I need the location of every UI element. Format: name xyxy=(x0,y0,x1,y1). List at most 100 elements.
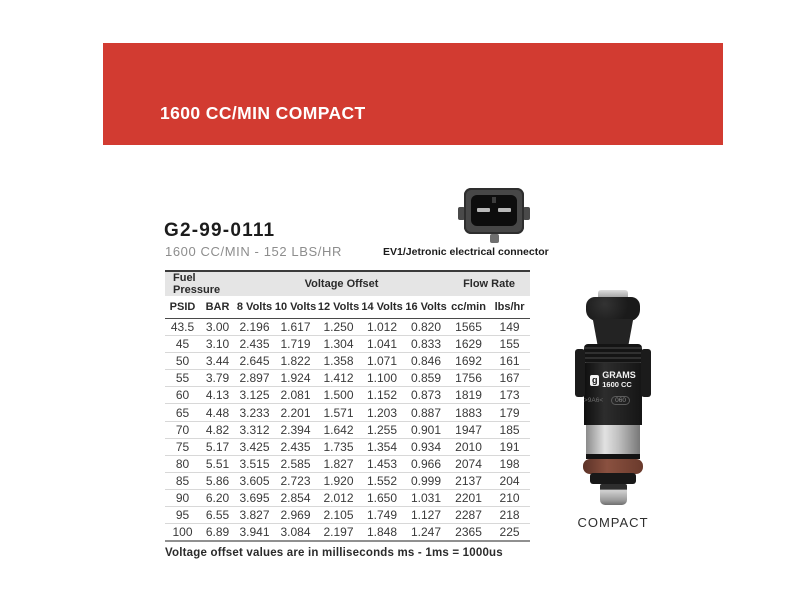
table-row: 75 5.17 3.425 2.435 1.735 1.354 0.934 2010 191 xyxy=(165,437,531,456)
table-cell: 5.86 xyxy=(200,471,236,490)
injector-cap xyxy=(586,297,640,321)
table-row: 100 6.89 3.941 3.084 2.197 1.848 1.247 2365 225 xyxy=(165,523,531,542)
table-cell: 3.605 xyxy=(235,471,275,490)
column-header-cell: BAR xyxy=(200,296,236,319)
table-cell: 3.312 xyxy=(235,420,275,439)
table-cell: 1.822 xyxy=(274,352,318,370)
table-cell: 1.127 xyxy=(404,506,449,524)
table-cell: 2201 xyxy=(448,488,490,507)
flow-subtitle: 1600 CC/MIN - 152 LBS/HR xyxy=(165,244,342,259)
injector-inlet xyxy=(598,290,628,298)
table-cell: 1.041 xyxy=(360,335,405,353)
table-cell: 3.233 xyxy=(235,403,275,422)
table-cell: 1.152 xyxy=(360,386,405,404)
column-header-cell: 8 Volts xyxy=(235,296,275,319)
table-cell: 6.55 xyxy=(200,506,236,524)
table-cell: 80 xyxy=(165,454,200,473)
table-cell: 2.897 xyxy=(235,369,275,387)
table-cell: 1565 xyxy=(455,320,482,335)
table-cell: 1.571 xyxy=(317,403,361,422)
injector-brand-line: GRAMS xyxy=(602,370,636,380)
table-cell: 2074 xyxy=(448,454,490,473)
group-header-cell: Fuel Pressure xyxy=(165,271,236,296)
table-cell: 155 xyxy=(489,335,531,353)
injector-oring xyxy=(583,459,643,474)
spec-table-column-row: PSID BAR 8 Volts 10 Volts 12 Volts 14 Volts 16… xyxy=(165,296,531,319)
table-row: 85 5.86 3.605 2.723 1.920 1.552 0.999 2137 204 xyxy=(165,471,531,490)
group-header-cell: Voltage Offset xyxy=(235,271,449,296)
table-cell: 1.304 xyxy=(317,335,361,353)
table-cell: 0.966 xyxy=(404,454,449,473)
table-cell: 2.969 xyxy=(274,506,318,524)
column-header-cell: 14 Volts xyxy=(360,296,405,319)
connector-pin-left xyxy=(477,208,490,212)
table-cell: 5.51 xyxy=(200,454,236,473)
table-cell: 85 xyxy=(165,471,200,490)
table-cell: 1.247 xyxy=(404,523,449,542)
table-row: 80 5.51 3.515 2.585 1.827 1.453 0.966 2074 198 xyxy=(165,454,531,473)
table-cell: 1756 xyxy=(448,369,490,387)
table-cell: 1.255 xyxy=(360,420,405,439)
table-cell: 0.901 xyxy=(404,420,449,439)
table-cell: 1.827 xyxy=(317,454,361,473)
ev1-connector-image xyxy=(458,186,530,246)
table-cell: 2287 xyxy=(448,506,490,524)
spec-table-group-row: Fuel Pressure Voltage Offset Flow Rate xyxy=(165,271,531,296)
table-cell: 2.081 xyxy=(274,386,318,404)
table-cell: 3.79 xyxy=(200,369,236,387)
injector-body: g GRAMS 1600 CC >9A6< 060 xyxy=(575,349,651,425)
injector-metal-band xyxy=(586,425,640,454)
table-cell: 3.515 xyxy=(235,454,275,473)
table-cell: 75 xyxy=(165,437,200,456)
table-cell: 1.071 xyxy=(360,352,405,370)
table-row: 60 4.13 3.125 2.081 1.500 1.152 0.873 1819 173 xyxy=(165,386,531,404)
table-cell: 55 xyxy=(165,369,200,387)
spec-table-body: 43.5 3.00 2.196 1.617 1.250 1.012 0.820 1565 149… xyxy=(165,319,531,542)
table-cell: 50 xyxy=(165,352,200,370)
table-cell: 1947 xyxy=(448,420,490,439)
table-cell: 179 xyxy=(489,403,531,422)
table-cell: 2.723 xyxy=(274,471,318,490)
connector-side-tab-right xyxy=(523,207,530,220)
table-cell: 2137 xyxy=(448,471,490,490)
table-cell: 210 xyxy=(489,488,531,507)
table-cell: 60 xyxy=(165,386,200,404)
table-cell: 2.197 xyxy=(317,523,361,542)
table-cell: 2.196 xyxy=(239,320,270,335)
table-cell: 65 xyxy=(165,403,200,422)
table-cell: 2.435 xyxy=(235,335,275,353)
table-cell: 3.084 xyxy=(274,523,318,542)
column-header-cell: lbs/hr xyxy=(489,296,531,319)
table-cell: 1.453 xyxy=(360,454,405,473)
table-cell: 1.250 xyxy=(323,320,354,335)
connector-key-notch xyxy=(492,197,496,203)
table-cell: 185 xyxy=(489,420,531,439)
table-cell: 0.820 xyxy=(411,320,442,335)
table-cell: 204 xyxy=(489,471,531,490)
table-cell: 3.425 xyxy=(235,437,275,456)
table-cell: 1.642 xyxy=(317,420,361,439)
table-cell: 1.358 xyxy=(317,352,361,370)
injector-marking-left: >9A6< xyxy=(584,397,604,404)
table-cell: 4.48 xyxy=(200,403,236,422)
table-cell: 0.887 xyxy=(404,403,449,422)
injector-brand-text: GRAMS 1600 CC xyxy=(602,371,636,389)
table-cell: 1.412 xyxy=(317,369,361,387)
injector-nozzle xyxy=(599,484,627,505)
table-cell: 1.552 xyxy=(360,471,405,490)
page-title: 1600 CC/MIN COMPACT xyxy=(160,103,366,123)
table-cell: 1.920 xyxy=(317,471,361,490)
table-cell: 2365 xyxy=(448,523,490,542)
table-cell: 3.827 xyxy=(235,506,275,524)
table-cell: 1819 xyxy=(448,386,490,404)
table-cell: 2.012 xyxy=(317,488,361,507)
injector-marking-right: 060 xyxy=(611,396,630,405)
injector-caption: COMPACT xyxy=(577,515,649,530)
table-cell: 1.354 xyxy=(360,437,405,456)
injector-markings: >9A6< 060 xyxy=(584,396,630,405)
group-header-cell: Flow Rate xyxy=(448,271,531,296)
table-cell: 0.833 xyxy=(404,335,449,353)
table-row: 43.5 3.00 2.196 1.617 1.250 1.012 0.820 1565 149 xyxy=(165,319,530,336)
table-cell: 2.854 xyxy=(274,488,318,507)
table-cell: 1.012 xyxy=(367,320,398,335)
